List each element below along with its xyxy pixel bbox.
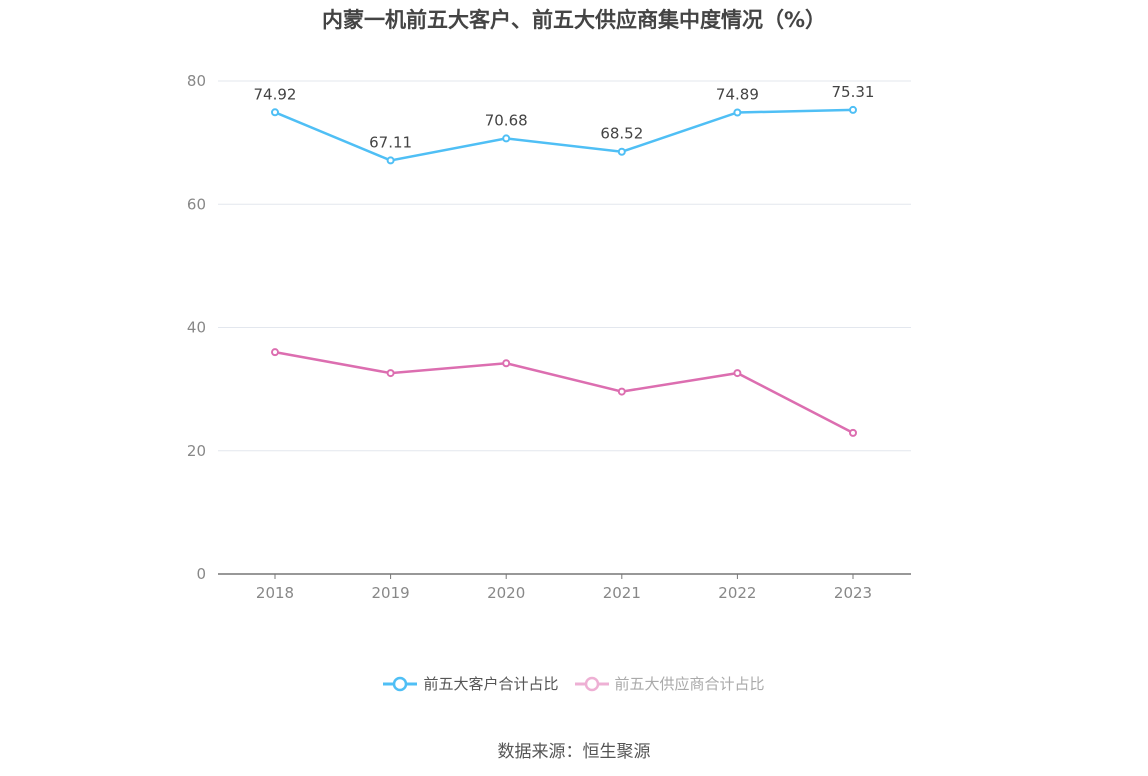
data-point: [271, 108, 279, 117]
y-tick-label: 60: [187, 195, 206, 213]
x-tick-label: 2022: [718, 584, 756, 602]
legend-line-circle-icon: [574, 676, 609, 691]
data-label: 75.31: [832, 83, 875, 101]
data-point: [849, 428, 857, 437]
legend-item-suppliers[interactable]: 前五大供应商合计占比: [574, 673, 765, 694]
y-tick-label: 80: [187, 72, 206, 90]
x-tick-label: 2019: [372, 584, 410, 602]
data-point: [617, 387, 626, 396]
y-tick-label: 0: [196, 565, 206, 583]
data-label: 68.52: [600, 125, 643, 143]
series-line-1: [274, 108, 854, 162]
data-label: 74.89: [716, 85, 759, 103]
data-label: 70.68: [485, 111, 528, 129]
legend-label: 前五大客户合计占比: [423, 675, 559, 693]
legend-label: 前五大供应商合计占比: [614, 675, 765, 693]
legend: 前五大客户合计占比 前五大供应商合计占比: [0, 673, 1148, 694]
x-tick-label: 2021: [603, 584, 641, 602]
data-source: 数据来源：恒生聚源: [497, 742, 651, 762]
data-point: [733, 108, 742, 117]
y-tick-label: 40: [187, 319, 206, 337]
data-point: [271, 348, 279, 357]
series-line-2: [274, 350, 854, 434]
data-point: [386, 156, 395, 165]
data-label: 67.11: [369, 133, 412, 151]
data-point: [502, 359, 511, 368]
x-tick-label: 2018: [256, 584, 294, 602]
chart-title: 内蒙一机前五大客户、前五大供应商集中度情况（%）: [321, 8, 827, 32]
legend-item-customers[interactable]: 前五大客户合计占比: [383, 673, 559, 694]
y-tick-label: 20: [187, 442, 206, 460]
data-point: [733, 369, 742, 378]
data-point: [386, 369, 395, 378]
data-point: [617, 147, 626, 156]
data-label: 74.92: [254, 85, 297, 103]
data-point: [849, 105, 857, 114]
legend-line-circle-icon: [383, 676, 418, 691]
line-chart: 0 20 40 60 80 2018 2019 2020 2021 2022 2023 74.92 67…: [187, 72, 911, 602]
x-tick-label: 2023: [834, 584, 872, 602]
x-tick-label: 2020: [487, 584, 525, 602]
data-point: [502, 134, 511, 143]
